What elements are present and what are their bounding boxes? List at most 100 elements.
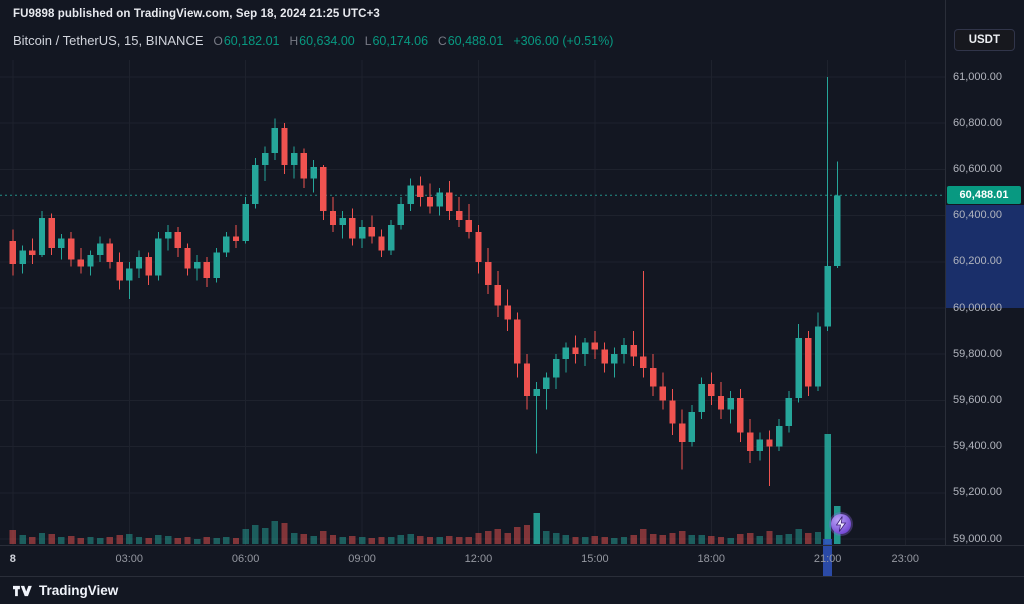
volume-bar	[126, 534, 133, 544]
boost-icon[interactable]	[828, 511, 854, 537]
candle-body	[193, 261, 201, 269]
candle-body	[484, 261, 492, 285]
candle-body	[426, 197, 434, 207]
volume-bar	[407, 534, 414, 544]
volume-bar	[378, 537, 385, 544]
price-axis-label: 60,600.00	[953, 162, 1002, 175]
candle-body	[824, 265, 831, 327]
volume-bar	[426, 537, 434, 544]
volume-bar	[87, 537, 94, 544]
volume-bar	[155, 535, 162, 544]
candle-body	[203, 261, 211, 278]
candle-body	[349, 217, 356, 239]
currency-toggle-button[interactable]: USDT	[953, 29, 1015, 51]
volume-bar	[620, 537, 628, 544]
volume-bar	[290, 533, 298, 544]
candle-body	[48, 217, 55, 248]
volume-bar	[504, 533, 511, 544]
volume-bar	[48, 534, 55, 544]
volume-bar	[446, 536, 453, 544]
time-axis-label: 21:00	[813, 553, 842, 565]
volume-bar	[29, 537, 36, 544]
candle-body	[9, 241, 17, 265]
candle-body	[533, 388, 540, 396]
price-axis[interactable]: 60,488.01 61,000.00 60,800.00 60,600.00 60,…	[945, 0, 1024, 545]
price-axis-label: 59,600.00	[953, 393, 1002, 406]
candle-body	[766, 439, 773, 447]
candle-body	[320, 167, 327, 211]
time-axis-label: 03:00	[115, 553, 144, 565]
price-axis-label: 59,400.00	[953, 440, 1002, 453]
volume-bar	[465, 537, 472, 544]
candle-body	[630, 344, 637, 357]
symbol-title[interactable]: Bitcoin / TetherUS, 15, BINANCE	[13, 33, 204, 48]
volume-bar	[9, 530, 17, 544]
volume-bar	[96, 538, 104, 544]
ohlc-low: L 60,174.06	[364, 33, 429, 48]
candle-body	[785, 398, 793, 426]
volume-bar	[717, 537, 725, 544]
volume-bar	[698, 535, 705, 544]
volume-bar	[756, 536, 763, 544]
candle-body	[252, 164, 259, 205]
candle-body	[19, 250, 26, 265]
volume-bar	[708, 536, 715, 544]
volume-bar	[203, 537, 211, 544]
volume-bar	[795, 529, 802, 544]
time-axis-label: 12:00	[464, 553, 493, 565]
volume-bar	[475, 533, 482, 544]
volume-bar	[116, 535, 123, 544]
volume-bar	[523, 525, 531, 544]
volume-bar	[242, 529, 249, 544]
volume-bar	[562, 535, 569, 544]
candle-body	[29, 250, 36, 255]
candle-body	[669, 400, 676, 424]
candle-body	[523, 363, 531, 396]
time-axis-label: 06:00	[231, 553, 260, 565]
candle-body	[58, 238, 65, 248]
candle-body	[164, 231, 172, 239]
volume-bar	[58, 537, 65, 544]
volume-bar	[766, 531, 773, 544]
price-axis-label: 60,200.00	[953, 255, 1002, 268]
time-axis[interactable]: 8 03:00 06:00 09:00 12:00 15:00 18:00 21:00 23:0…	[0, 545, 1024, 577]
candle-body	[329, 210, 337, 225]
volume-bar	[494, 529, 502, 544]
candle-body	[717, 395, 725, 410]
candle-body	[514, 319, 521, 364]
candle-body	[581, 342, 589, 355]
tradingview-logo-icon	[13, 585, 32, 596]
candle-body	[67, 238, 75, 260]
volume-bar	[281, 523, 288, 544]
volume-bar	[591, 536, 599, 544]
price-axis-label: 59,200.00	[953, 486, 1002, 499]
candle-body	[106, 243, 114, 262]
volume-bar	[135, 537, 143, 544]
volume-bar	[669, 533, 676, 544]
volume-bar	[300, 534, 308, 544]
last-price-badge: 60,488.01	[947, 186, 1021, 205]
price-axis-label: 59,800.00	[953, 347, 1002, 360]
volume-bar	[310, 536, 317, 544]
candle-body	[805, 338, 812, 387]
price-axis-label: 60,400.00	[953, 209, 1002, 222]
candle-body	[387, 224, 395, 251]
candle-body	[242, 204, 249, 242]
footer-brand[interactable]: TradingView	[39, 583, 119, 598]
volume-bar	[436, 537, 443, 544]
candle-body	[737, 398, 744, 433]
publish-time-marker	[823, 539, 833, 576]
volume-bar	[397, 535, 405, 544]
candle-body	[834, 195, 841, 266]
volume-bar	[417, 536, 424, 544]
candlestick-chart[interactable]	[0, 0, 945, 545]
price-axis-highlight	[946, 205, 1024, 308]
candle-body	[455, 210, 463, 221]
time-axis-label: 8	[9, 553, 16, 565]
candle-body	[271, 127, 278, 154]
time-axis-label: 09:00	[348, 553, 376, 565]
volume-bar	[824, 434, 831, 544]
candle-body	[38, 217, 46, 255]
candle-body	[552, 358, 560, 378]
candle-body	[475, 231, 482, 262]
